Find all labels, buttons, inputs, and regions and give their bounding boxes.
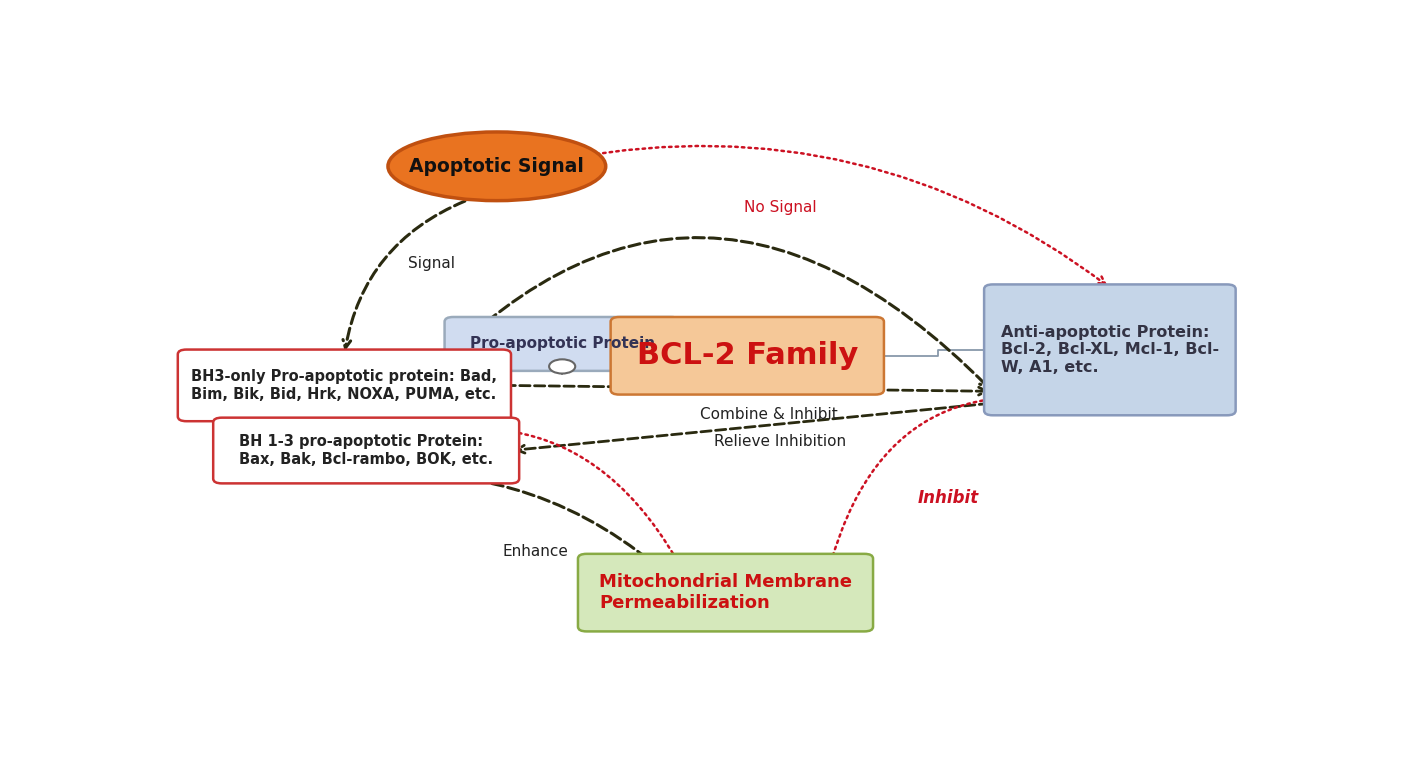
Text: Mitochondrial Membrane
Permeabilization: Mitochondrial Membrane Permeabilization [599,573,851,612]
Text: BCL-2 Family: BCL-2 Family [636,341,858,371]
FancyBboxPatch shape [214,418,520,484]
Text: Apoptotic Signal: Apoptotic Signal [409,157,584,176]
Text: BH3-only Pro-apoptotic protein: Bad,
Bim, Bik, Bid, Hrk, NOXA, PUMA, etc.: BH3-only Pro-apoptotic protein: Bad, Bim… [191,369,497,401]
Circle shape [549,359,575,374]
Text: Enhance: Enhance [502,544,568,559]
Text: Anti-apoptotic Protein:
Bcl-2, Bcl-XL, Mcl-1, Bcl-
W, A1, etc.: Anti-apoptotic Protein: Bcl-2, Bcl-XL, M… [1000,325,1220,375]
FancyBboxPatch shape [577,554,873,631]
Ellipse shape [388,132,606,201]
FancyBboxPatch shape [983,285,1235,415]
FancyBboxPatch shape [444,317,680,371]
FancyBboxPatch shape [611,317,884,394]
Text: Relieve Inhibition: Relieve Inhibition [714,434,846,449]
Text: Inhibit: Inhibit [917,489,979,507]
Text: BH 1-3 pro-apoptotic Protein:
Bax, Bak, Bcl-rambo, BOK, etc.: BH 1-3 pro-apoptotic Protein: Bax, Bak, … [239,434,493,467]
FancyBboxPatch shape [178,350,511,421]
Text: No Signal: No Signal [743,200,816,215]
Text: Combine & Inhibit: Combine & Inhibit [700,408,837,422]
Text: Signal: Signal [407,257,455,271]
Text: Pro-apoptotic Protein: Pro-apoptotic Protein [469,336,655,351]
